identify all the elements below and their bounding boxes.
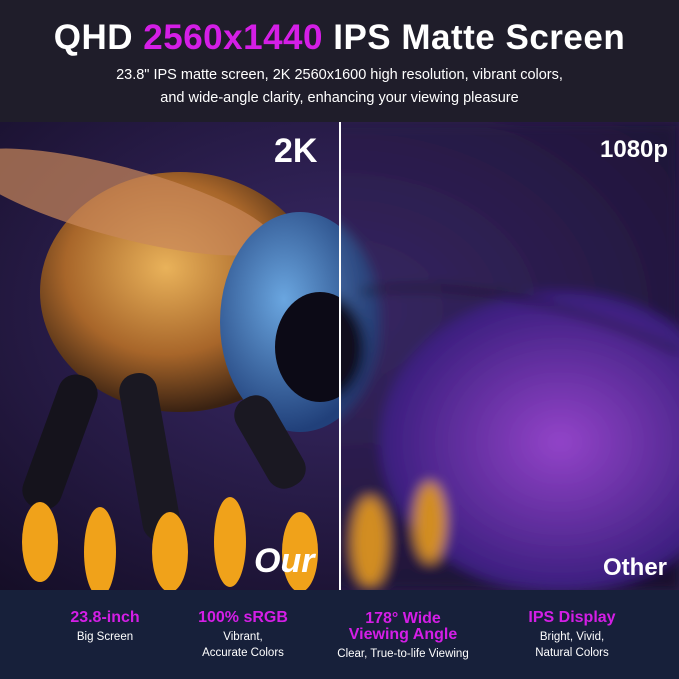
feature-desc: Vibrant, <box>223 631 263 643</box>
comparison-divider <box>339 122 341 590</box>
title-prefix: QHD <box>53 18 134 57</box>
page-title: QHD 2560x1440 IPS Matte Screen <box>0 18 679 58</box>
feature-title: 100% sRGB <box>198 609 288 626</box>
label-1080p: 1080p <box>600 136 669 163</box>
label-2k: 2K <box>274 132 318 170</box>
label-other: Other <box>603 554 668 581</box>
feature-title: Viewing Angle <box>348 626 458 643</box>
feature-ips: IPS Display Bright, Vivid, Natural Color… <box>497 610 647 661</box>
feature-title: IPS Display <box>528 609 616 626</box>
title-resolution: 2560x1440 <box>143 18 323 57</box>
bee-comparison-image: 2K 1080p Our Other <box>0 122 679 590</box>
features-bar: 23.8-inch Big Screen 100% sRGB Vibrant, … <box>0 590 679 679</box>
feature-desc: Clear, True-to-life Viewing <box>337 648 469 660</box>
feature-desc: Accurate Colors <box>202 647 284 659</box>
subtitle-line-1: 23.8" IPS matte screen, 2K 2560x1600 hig… <box>116 67 563 83</box>
feature-srgb: 100% sRGB Vibrant, Accurate Colors <box>168 610 318 661</box>
feature-desc: Big Screen <box>76 631 134 643</box>
subtitle: 23.8" IPS matte screen, 2K 2560x1600 hig… <box>0 64 679 110</box>
label-our: Our <box>254 542 315 580</box>
title-suffix: IPS Matte Screen <box>333 18 626 57</box>
feature-title: 23.8-inch <box>70 609 140 626</box>
feature-size: 23.8-inch Big Screen <box>30 610 180 645</box>
feature-desc: Bright, Vivid, <box>539 631 605 643</box>
subtitle-line-2: and wide-angle clarity, enhancing your v… <box>160 90 519 106</box>
feature-viewing-angle: 178° Wide Viewing Angle Clear, True-to-l… <box>328 611 478 662</box>
feature-title: 178° Wide <box>365 610 441 627</box>
feature-desc: Natural Colors <box>535 647 609 659</box>
header: QHD 2560x1440 IPS Matte Screen 23.8" IPS… <box>0 0 679 122</box>
